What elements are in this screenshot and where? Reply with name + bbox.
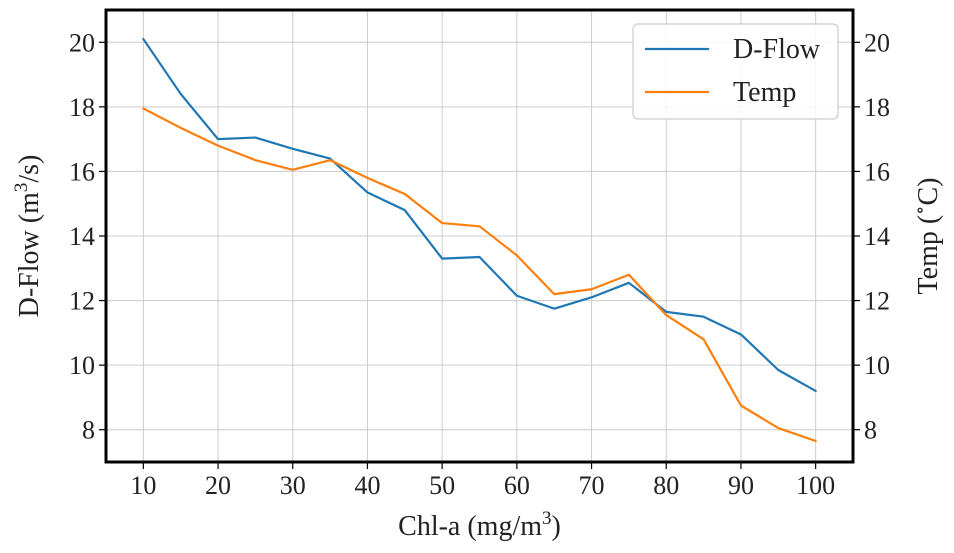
x-tick-label: 30 — [280, 471, 306, 500]
x-tick-label: 50 — [429, 471, 455, 500]
x-axis-label: Chl-a (mg/m3) — [398, 508, 561, 542]
x-tick-label: 70 — [579, 471, 605, 500]
x-tick-label: 10 — [130, 471, 156, 500]
y-right-tick-label: 14 — [864, 222, 890, 251]
legend-label-d-flow: D-Flow — [733, 34, 821, 65]
x-tick-label: 100 — [796, 471, 835, 500]
y-right-tick-label: 12 — [864, 287, 890, 316]
series-line-d-flow — [142, 37, 817, 393]
x-tick-label: 40 — [354, 471, 380, 500]
x-tick-label: 80 — [653, 471, 679, 500]
y-right-tick-label: 20 — [864, 28, 890, 57]
y-right-tick-label: 10 — [864, 351, 890, 380]
y-left-tick-label: 16 — [69, 157, 95, 186]
y-right-tick-label: 8 — [864, 416, 877, 445]
y-left-tick-label: 14 — [69, 222, 95, 251]
y-left-tick-label: 18 — [69, 93, 95, 122]
axis-ticks: 10 20 30 40 50 60 70 80 90 100 8 10 12 14 16 18 20 8 10 12 1… — [69, 28, 890, 500]
y-left-tick-label: 10 — [69, 351, 95, 380]
y-left-tick-label: 20 — [69, 28, 95, 57]
series-line-temp — [142, 107, 817, 443]
y-left-tick-label: 8 — [82, 416, 95, 445]
y-axis-left-label: D-Flow (m3/s) — [11, 155, 45, 318]
y-right-tick-label: 16 — [864, 157, 890, 186]
series-lines — [142, 37, 817, 443]
x-tick-label: 20 — [205, 471, 231, 500]
legend: D-Flow Temp — [632, 23, 839, 120]
legend-label-temp: Temp — [733, 77, 796, 108]
x-tick-label: 60 — [504, 471, 530, 500]
grid-lines — [106, 10, 853, 462]
y-left-tick-label: 12 — [69, 287, 95, 316]
x-tick-label: 90 — [728, 471, 754, 500]
y-right-tick-label: 18 — [864, 93, 890, 122]
legend-box — [632, 23, 839, 120]
y-axis-right-label: Temp (∘C) — [910, 177, 944, 294]
